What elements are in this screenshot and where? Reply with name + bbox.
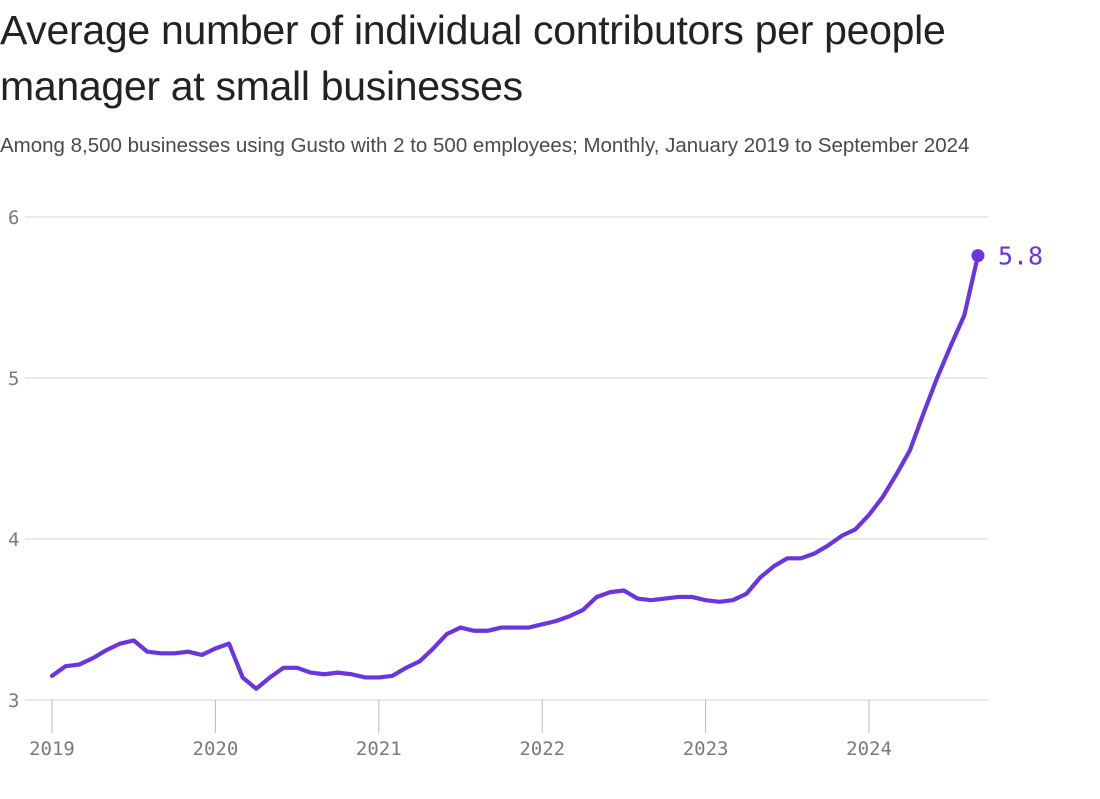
y-tick-label: 6 [8, 207, 19, 229]
gridlines [25, 216, 988, 701]
x-tick-label: 2022 [519, 738, 565, 760]
chart-title: Average number of individual contributor… [0, 7, 946, 109]
series-line [49, 253, 981, 691]
x-tick-label: 2019 [29, 738, 75, 760]
end-point-marker [971, 249, 985, 263]
y-tick-label: 3 [8, 690, 19, 712]
x-axis: 2019 2020 2021 2022 2023 2024 [29, 700, 892, 760]
y-axis-labels: 3 4 5 6 [8, 207, 19, 712]
x-tick-label: 2023 [683, 738, 729, 760]
y-tick-label: 5 [8, 368, 19, 390]
x-tick-label: 2020 [193, 738, 239, 760]
end-value-label: 5.8 [998, 242, 1043, 271]
data-labels: 5.8 [998, 242, 1043, 271]
y-tick-label: 4 [8, 529, 19, 551]
x-tick-label: 2021 [356, 738, 402, 760]
series [49, 249, 985, 691]
x-tick-label: 2024 [846, 738, 892, 760]
chart-subtitle: Among 8,500 businesses using Gusto with … [0, 134, 970, 157]
